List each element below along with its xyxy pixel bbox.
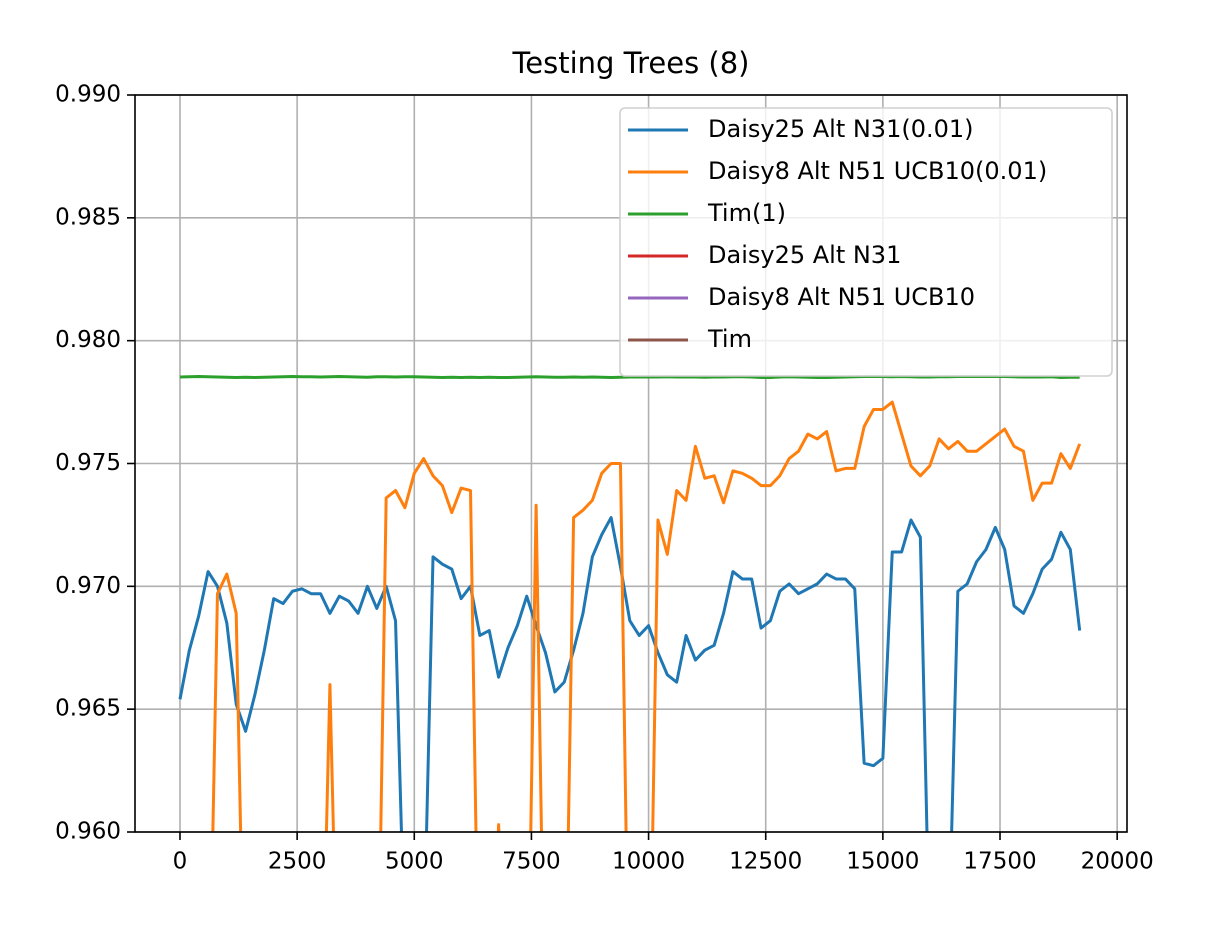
x-tick-label: 20000 [1081,849,1154,875]
legend: Daisy25 Alt N31(0.01) Daisy8 Alt N51 UCB1… [619,107,1113,377]
y-tick-label: 0.985 [55,204,121,230]
plot-frame [134,94,1128,833]
series-line [211,400,1082,832]
x-tick-label: 2500 [268,849,327,875]
legend-label: Daisy8 Alt N51 UCB10(0.01) [708,157,1047,185]
y-tick-label: 0.970 [55,573,121,599]
y-tick-label: 0.980 [55,327,121,353]
y-tick-label: 0.990 [55,82,121,108]
series-line [179,375,1080,380]
legend-label: Tim(1) [707,199,786,227]
x-tick-label: 15000 [846,849,919,875]
legend-label: Tim [707,325,752,353]
x-tick-label: 17500 [963,849,1036,875]
x-tick-label: 7500 [502,849,561,875]
y-tick-label: 0.975 [55,450,121,476]
chart-title: Testing Trees (8) [512,46,750,80]
y-tick-label: 0.965 [55,696,121,722]
legend-label: Daisy8 Alt N51 UCB10 [708,283,975,311]
y-tick-label: 0.960 [55,819,121,845]
x-tick-label: 10000 [612,849,685,875]
plot-lines [178,375,1082,832]
x-tick-label: 5000 [385,849,444,875]
series-line [178,516,1082,832]
legend-label: Daisy25 Alt N31(0.01) [708,115,974,143]
x-tick-label: 12500 [729,849,802,875]
legend-label: Daisy25 Alt N31 [708,241,901,269]
legend-box [619,107,1113,377]
x-tick-label: 0 [173,849,188,875]
axes: 0 2500 5000 7500 10000 12500 15000 17500 20000 0.… [55,82,1154,875]
